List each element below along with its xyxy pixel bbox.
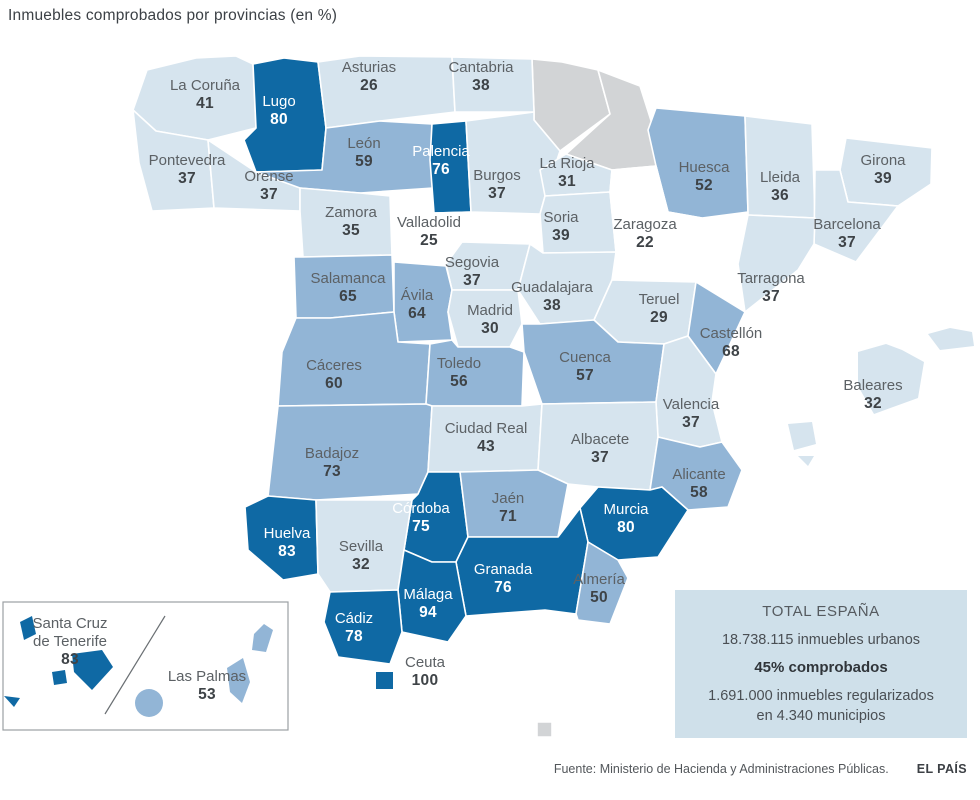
province-tarragona — [737, 214, 816, 313]
chart-title: Inmuebles comprobados por provincias (en… — [8, 7, 338, 24]
province-label-pontevedra: Pontevedra 37 — [149, 152, 226, 187]
province-label-soria: Soria 39 — [543, 209, 579, 244]
province-label-alicante: Alicante 58 — [672, 466, 725, 501]
province-melilla-nodata — [536, 721, 553, 738]
total-urbanos: 18.738.115 inmuebles urbanos — [721, 631, 921, 648]
province-label-teruel: Teruel 29 — [639, 291, 680, 326]
brand-el-pais: EL PAÍS — [916, 762, 967, 776]
source-credit: Fuente: Ministerio de Hacienda y Adminis… — [553, 762, 889, 776]
province-label-huesca: Huesca 52 — [679, 159, 731, 194]
province-label-valencia: Valencia 37 — [663, 396, 720, 431]
island-formentera — [798, 456, 814, 466]
province-jaen — [459, 469, 569, 538]
province-label-avila: Ávila 64 — [401, 287, 434, 322]
province-label-segovia: Segovia 37 — [445, 254, 500, 289]
province-label-guadalajara: Guadalajara 38 — [511, 279, 593, 314]
province-label-valladolid: Valladolid 25 — [397, 214, 461, 249]
province-label-leon: León 59 — [347, 135, 380, 170]
province-label-palencia: Palencia 76 — [412, 143, 470, 178]
footer: Fuente: Ministerio de Hacienda y Adminis… — [0, 762, 967, 776]
canary-inset — [2, 601, 289, 731]
province-label-asturias: Asturias 26 — [342, 59, 396, 94]
canary-inset-box — [2, 601, 289, 731]
map-labels: La Coruña 41 Lugo 80 Asturias 26 Cantabria 38 Po… — [32, 59, 906, 703]
island-lanzarote — [252, 624, 273, 652]
province-label-coruna: La Coruña 41 — [170, 77, 241, 112]
province-label-zamora: Zamora 35 — [325, 204, 377, 239]
province-label-castellon: Castellón 68 — [700, 325, 763, 360]
total-comprobados: 45% comprobados — [754, 658, 888, 676]
province-label-toledo: Toledo 56 — [437, 355, 481, 390]
island-fuerteventura — [227, 658, 250, 703]
province-label-girona: Girona 39 — [860, 152, 906, 187]
province-label-laspalmas: Las Palmas 53 — [168, 668, 246, 703]
canary-inset-divider — [104, 615, 166, 715]
province-label-huelva: Huelva 83 — [264, 525, 311, 560]
province-label-cuenca: Cuenca 57 — [559, 349, 611, 384]
province-malaga — [397, 549, 467, 643]
province-label-barcelona: Barcelona 37 — [813, 216, 881, 251]
province-label-salamanca: Salamanca 65 — [310, 270, 386, 305]
province-cadiz — [323, 589, 403, 665]
province-label-cadiz: Cádiz 78 — [335, 610, 373, 645]
province-label-madrid: Madrid 30 — [467, 302, 513, 337]
island-ibiza — [788, 422, 816, 450]
province-label-lleida: Lleida 36 — [760, 169, 801, 204]
island-gomera — [52, 670, 67, 685]
island-hierro — [4, 696, 20, 707]
island-tenerife — [72, 650, 113, 690]
province-shapes — [132, 55, 974, 738]
province-label-almeria: Almería 50 — [573, 571, 625, 606]
province-label-scruz: Santa Cruz de Tenerife 83 — [32, 615, 107, 668]
province-toledo — [425, 339, 525, 407]
total-regularizados: 1.691.000 inmuebles regularizados — [708, 687, 934, 704]
island-gran-canaria — [135, 689, 163, 717]
province-label-sevilla: Sevilla 32 — [339, 538, 384, 573]
province-almeria — [575, 541, 629, 625]
province-label-murcia: Murcia 80 — [603, 501, 649, 536]
province-label-lugo: Lugo 80 — [262, 93, 295, 128]
province-label-badajoz: Badajoz 73 — [305, 445, 359, 480]
province-label-burgos: Burgos 37 — [473, 167, 521, 202]
province-label-cordoba: Córdoba 75 — [392, 500, 450, 535]
province-label-malaga: Málaga 94 — [403, 586, 453, 621]
province-label-baleares: Baleares 32 — [843, 377, 902, 412]
total-municipios: en 4.340 municipios — [756, 707, 886, 724]
province-label-ceuta: Ceuta 100 — [405, 654, 446, 689]
island-la-palma — [20, 616, 36, 640]
island-mallorca — [858, 344, 924, 414]
province-label-granada: Granada 76 — [474, 561, 533, 596]
province-label-cantabria: Cantabria 38 — [448, 59, 514, 94]
total-espana-title: TOTAL ESPAÑA — [762, 602, 880, 620]
province-label-caceres: Cáceres 60 — [306, 357, 362, 392]
province-label-tarragona: Tarragona 37 — [737, 270, 805, 305]
total-espana-box: TOTAL ESPAÑA 18.738.115 inmuebles urbano… — [675, 590, 967, 738]
island-menorca — [928, 328, 974, 350]
province-ceuta-marker — [376, 672, 393, 689]
province-label-larioja: La Rioja 31 — [539, 155, 595, 190]
province-label-albacete: Albacete 37 — [571, 431, 629, 466]
province-label-zaragoza: Zaragoza 22 — [613, 216, 677, 251]
province-label-creal: Ciudad Real 43 — [445, 420, 528, 455]
province-label-jaen: Jaén 71 — [492, 490, 525, 525]
province-label-orense: Orense 37 — [244, 168, 293, 203]
